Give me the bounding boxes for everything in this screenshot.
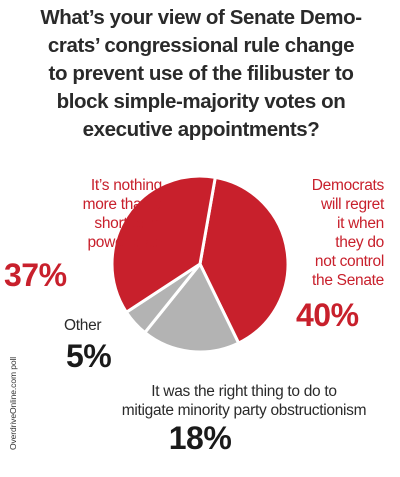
label-right-thing: It was the right thing to do to mitigate… <box>121 383 367 419</box>
chart-title: What’s your view of Senate Demo- crats’ … <box>40 6 362 141</box>
pie-slice-1 <box>198 175 290 345</box>
label-regret: Democrats will regret it when they do no… <box>311 177 385 289</box>
label-other: Other <box>64 317 102 334</box>
pct-regret: 40% <box>296 297 359 333</box>
source-note: OverdriveOnline.com poll <box>8 356 18 450</box>
pie-slice-4 <box>110 174 217 314</box>
pie-slice-2 <box>143 262 241 354</box>
pct-power-grab: 37% <box>4 257 67 293</box>
pct-right-thing: 18% <box>168 420 232 456</box>
pct-other: 5% <box>66 338 112 374</box>
label-power-grab: It’s nothing more than a short-term powe… <box>82 177 163 251</box>
